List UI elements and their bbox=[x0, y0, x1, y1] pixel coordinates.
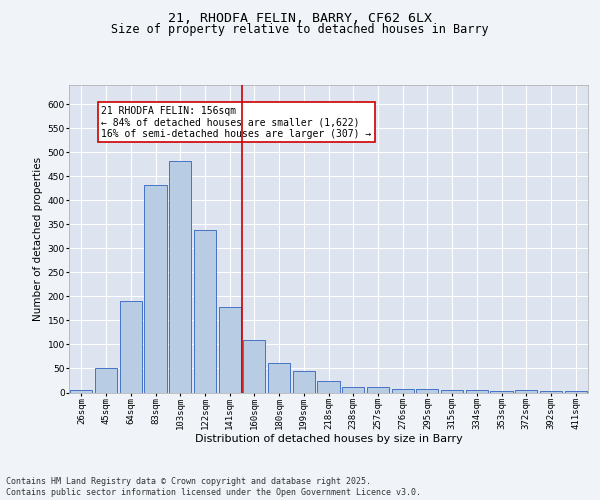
Text: Contains HM Land Registry data © Crown copyright and database right 2025.
Contai: Contains HM Land Registry data © Crown c… bbox=[6, 478, 421, 497]
Bar bbox=[169, 162, 191, 392]
Bar bbox=[145, 185, 167, 392]
Bar bbox=[367, 387, 389, 392]
Text: 21 RHODFA FELIN: 156sqm
← 84% of detached houses are smaller (1,622)
16% of semi: 21 RHODFA FELIN: 156sqm ← 84% of detache… bbox=[101, 106, 371, 139]
Text: 21, RHODFA FELIN, BARRY, CF62 6LX: 21, RHODFA FELIN, BARRY, CF62 6LX bbox=[168, 12, 432, 26]
Bar bbox=[194, 230, 216, 392]
Bar bbox=[268, 362, 290, 392]
Bar bbox=[342, 387, 364, 392]
Bar bbox=[70, 390, 92, 392]
Bar bbox=[466, 390, 488, 392]
Bar bbox=[293, 372, 315, 392]
Bar bbox=[416, 388, 439, 392]
Bar bbox=[490, 391, 512, 392]
Bar bbox=[565, 391, 587, 392]
Bar bbox=[218, 307, 241, 392]
Y-axis label: Number of detached properties: Number of detached properties bbox=[34, 156, 43, 321]
Bar bbox=[119, 300, 142, 392]
X-axis label: Distribution of detached houses by size in Barry: Distribution of detached houses by size … bbox=[194, 434, 463, 444]
Bar bbox=[441, 390, 463, 392]
Bar bbox=[392, 388, 414, 392]
Bar bbox=[243, 340, 265, 392]
Text: Size of property relative to detached houses in Barry: Size of property relative to detached ho… bbox=[111, 22, 489, 36]
Bar bbox=[515, 390, 538, 392]
Bar bbox=[317, 381, 340, 392]
Bar bbox=[540, 391, 562, 392]
Bar bbox=[95, 368, 117, 392]
